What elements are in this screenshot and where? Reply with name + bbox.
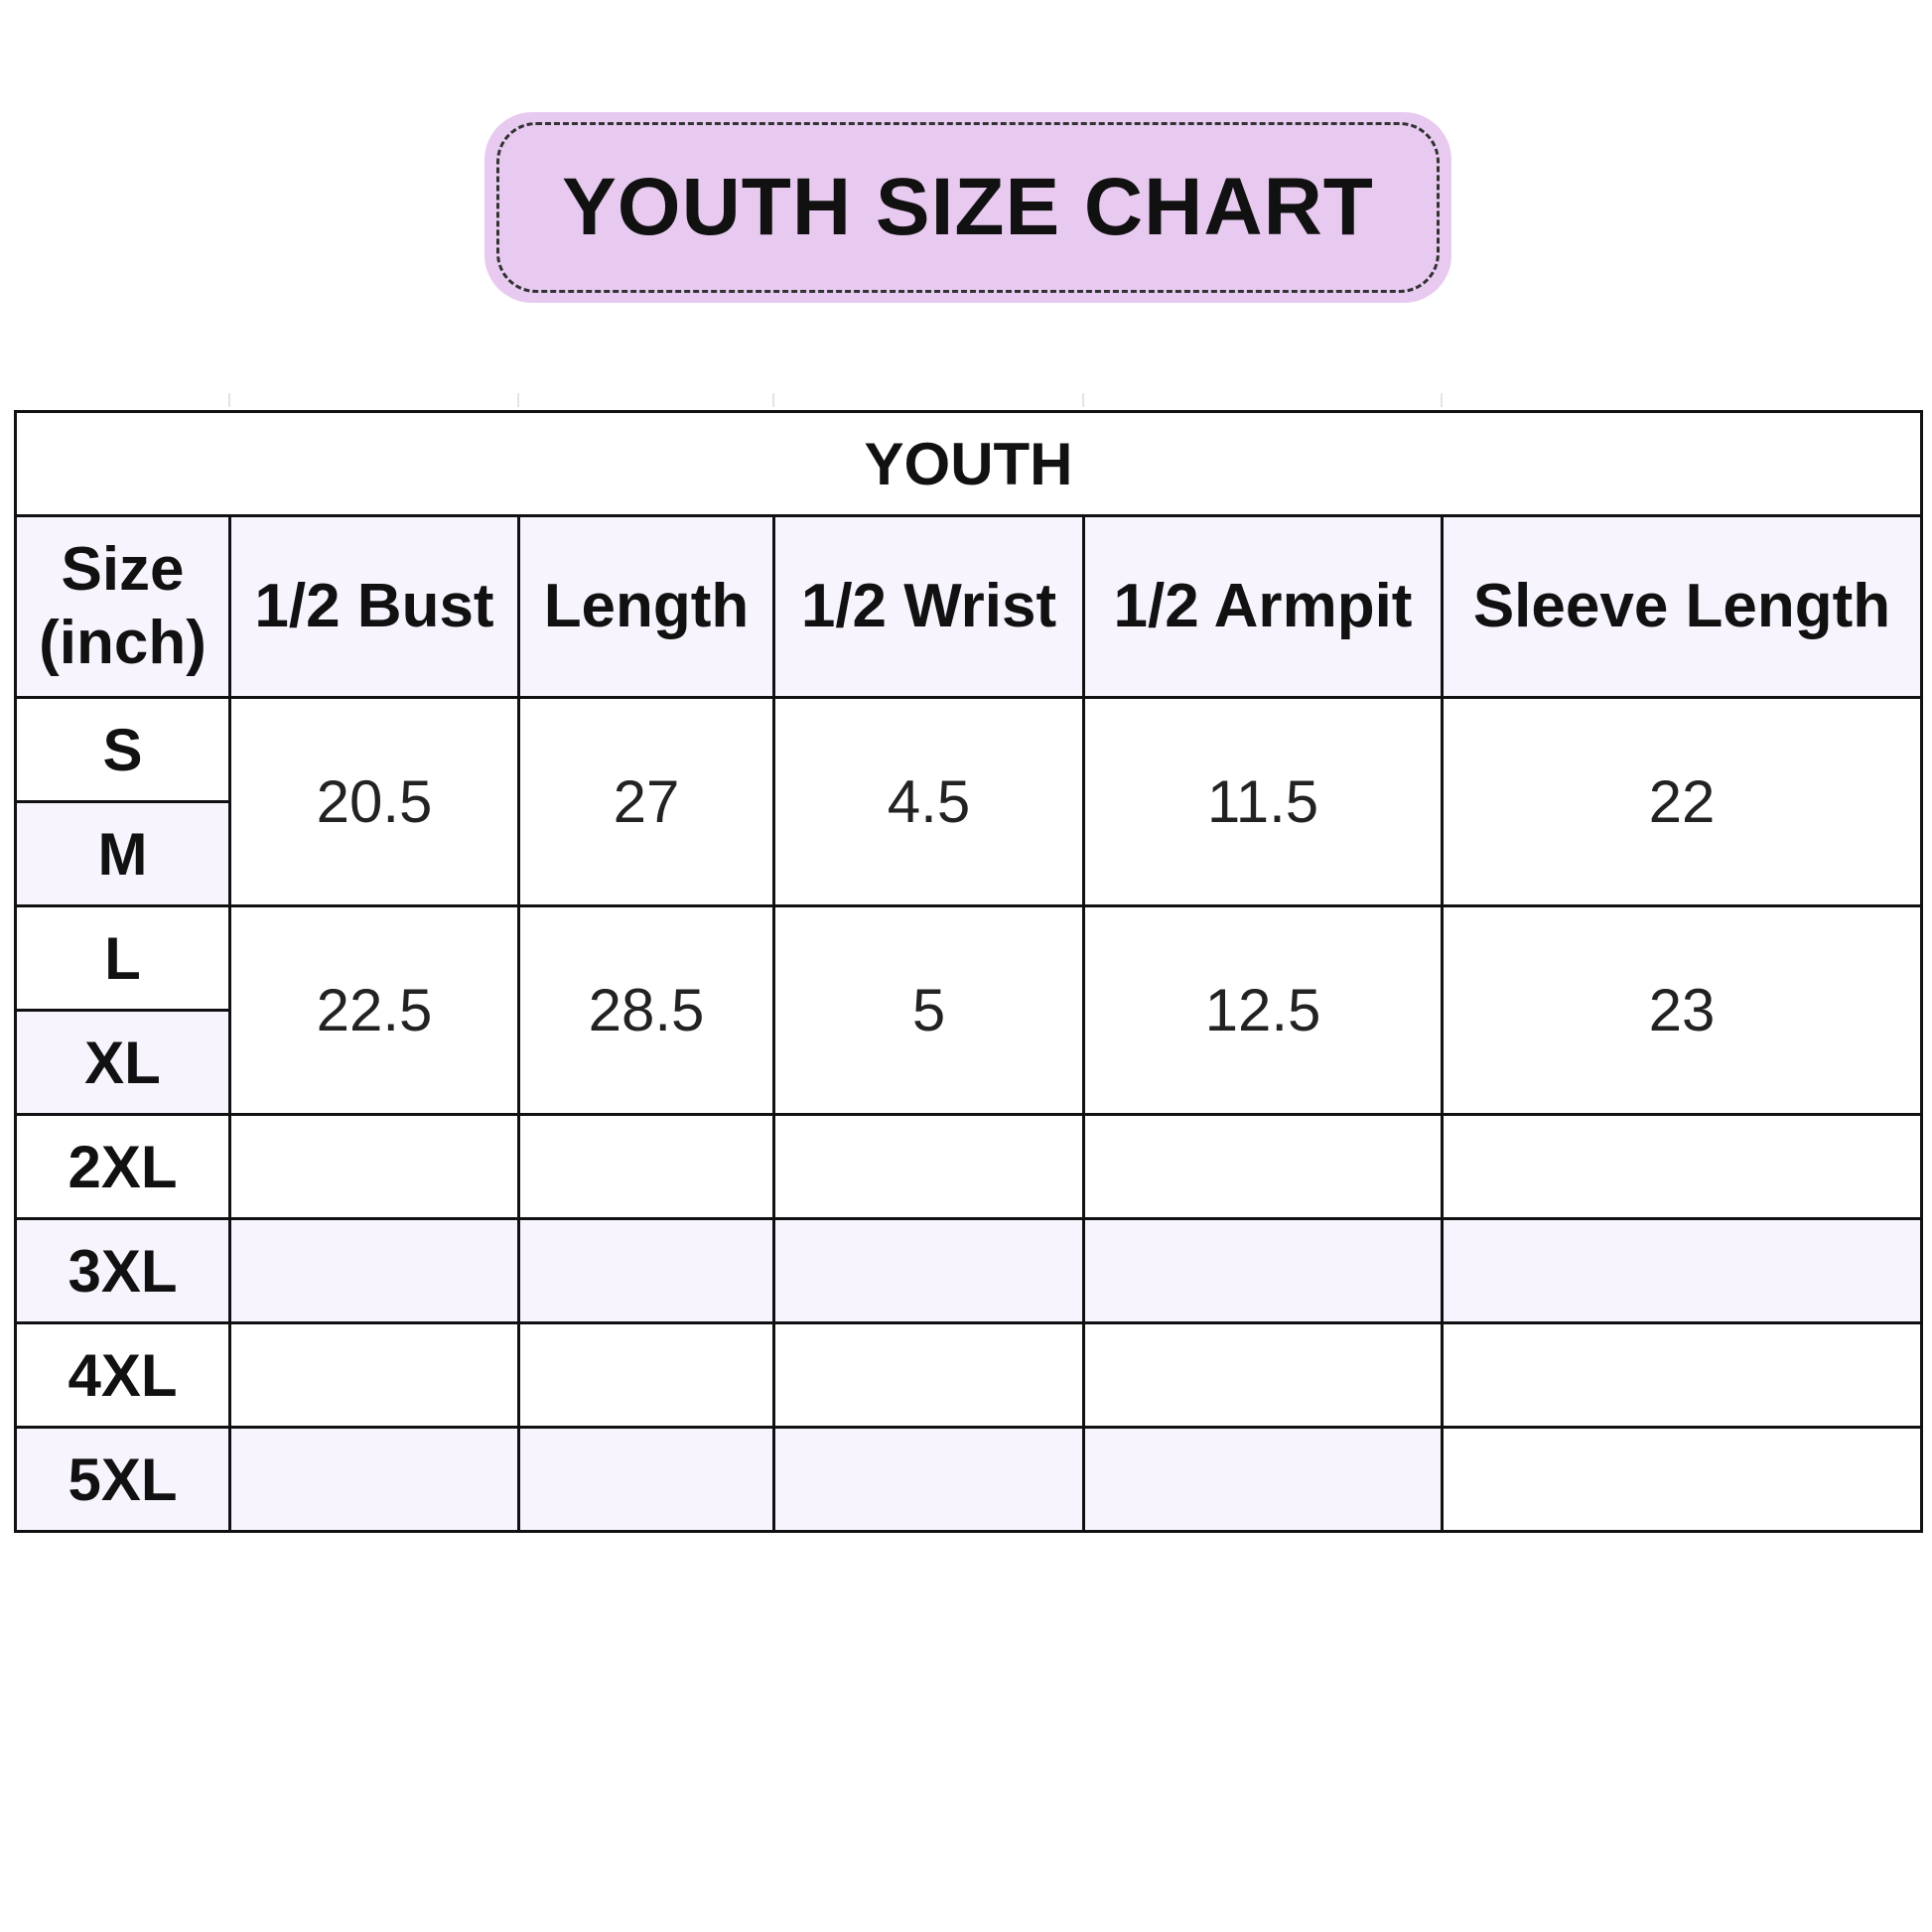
grid-line [517, 393, 519, 407]
header-row: Size (inch) 1/2 Bust Length 1/2 Wrist 1/… [14, 514, 1923, 699]
header-wrist: 1/2 Wrist [772, 514, 1085, 699]
empty-cell [517, 1321, 775, 1429]
value-cell: 27 [517, 696, 775, 907]
empty-cell [517, 1217, 775, 1324]
empty-cell [1441, 1426, 1923, 1533]
table-row: L 22.5 28.5 5 12.5 23 [14, 904, 1923, 1116]
size-cell: S [14, 696, 231, 803]
size-cell: 4XL [14, 1321, 231, 1429]
header-label: Size (inch) [39, 534, 207, 677]
empty-cell [1441, 1217, 1923, 1324]
grid-line [772, 393, 774, 407]
value-cell: 22.5 [228, 904, 520, 1116]
value-cell: 28.5 [517, 904, 775, 1116]
title-dashed-border: YOUTH SIZE CHART [496, 122, 1440, 293]
value-cell: 5 [772, 904, 1085, 1116]
grid-line [228, 393, 230, 407]
size-cell: 2XL [14, 1113, 231, 1220]
table-row: XL [14, 1009, 1922, 1116]
value-cell: 11.5 [1082, 696, 1444, 907]
header-sleeve-length: Sleeve Length [1441, 514, 1923, 699]
empty-cell [1082, 1426, 1444, 1533]
value-cell: 20.5 [228, 696, 520, 907]
size-cell: M [14, 800, 231, 907]
table-row: 2XL [14, 1113, 1923, 1220]
table-row: M [14, 800, 1922, 907]
size-cell: 5XL [14, 1426, 231, 1533]
empty-cell [1441, 1113, 1923, 1220]
title-banner: YOUTH SIZE CHART [484, 112, 1451, 303]
value-cell: 12.5 [1082, 904, 1444, 1116]
empty-cell [1082, 1321, 1444, 1429]
empty-cell [1082, 1217, 1444, 1324]
grid-line [1082, 393, 1084, 407]
table-caption: YOUTH [14, 410, 1923, 517]
empty-cell [228, 1321, 520, 1429]
header-length: Length [517, 514, 775, 699]
table-row: 5XL [14, 1426, 1923, 1533]
value-cell: 22 [1441, 696, 1923, 907]
size-cell: 3XL [14, 1217, 231, 1324]
page-title: YOUTH SIZE CHART [562, 162, 1374, 252]
empty-cell [772, 1426, 1085, 1533]
empty-cell [1441, 1321, 1923, 1429]
table-row: 3XL [14, 1217, 1923, 1324]
empty-cell [228, 1113, 520, 1220]
header-armpit: 1/2 Armpit [1082, 514, 1444, 699]
header-bust: 1/2 Bust [228, 514, 520, 699]
empty-cell [228, 1217, 520, 1324]
empty-cell [517, 1426, 775, 1533]
empty-cell [228, 1426, 520, 1533]
empty-cell [772, 1217, 1085, 1324]
table-row: S 20.5 27 4.5 11.5 22 [14, 696, 1923, 907]
grid-line [1441, 393, 1443, 407]
value-cell: 23 [1441, 904, 1923, 1116]
size-table: YOUTH Size (inch) 1/2 Bust Length 1/2 Wr… [14, 410, 1923, 1533]
size-cell: XL [14, 1009, 231, 1116]
value-cell: 4.5 [772, 696, 1085, 907]
table-row: 4XL [14, 1321, 1923, 1429]
empty-cell [772, 1321, 1085, 1429]
header-size: Size (inch) [14, 514, 231, 699]
empty-cell [1082, 1113, 1444, 1220]
empty-cell [517, 1113, 775, 1220]
size-cell: L [14, 904, 231, 1012]
empty-cell [772, 1113, 1085, 1220]
